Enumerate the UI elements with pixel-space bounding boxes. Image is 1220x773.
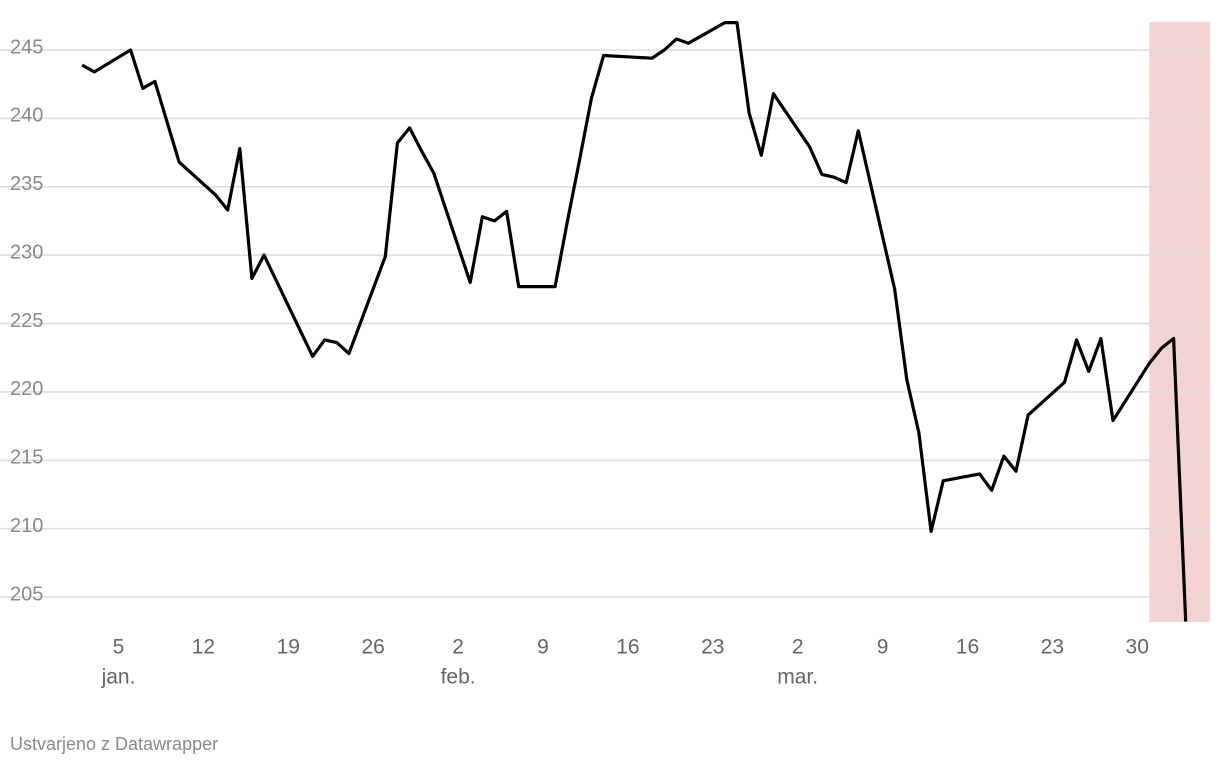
x-tick-label: 23 (701, 636, 724, 659)
x-tick-label: 5 (113, 636, 125, 659)
credit: Ustvarjeno z Datawrapper (10, 734, 218, 754)
x-tick-label: 9 (537, 636, 549, 659)
highlight-band (1149, 22, 1210, 622)
month-label: mar. (777, 666, 818, 689)
month-label: feb. (441, 666, 476, 689)
y-tick-label: 205 (10, 583, 43, 605)
x-tick-label: 16 (956, 636, 979, 659)
y-tick-label: 240 (10, 105, 43, 127)
y-tick-label: 225 (10, 310, 43, 332)
y-tick-label: 230 (10, 241, 43, 263)
line (81, 21, 1188, 622)
y-tick-label: 245 (10, 36, 43, 58)
x-tick-label: 12 (192, 636, 215, 659)
x-tick-label: 30 (1126, 636, 1149, 659)
x-tick-label: 26 (362, 636, 385, 659)
month-label: jan. (101, 666, 136, 689)
y-tick-label: 210 (10, 515, 43, 537)
x-tick-label: 9 (877, 636, 889, 659)
y-tick-label: 215 (10, 447, 43, 469)
x-tick-label: 2 (452, 636, 464, 659)
x-tick-label: 16 (616, 636, 639, 659)
x-tick-label: 19 (277, 636, 300, 659)
y-tick-label: 235 (10, 173, 43, 195)
x-tick-label: 2 (792, 636, 804, 659)
x-tick-label: 23 (1041, 636, 1064, 659)
y-tick-label: 220 (10, 378, 43, 400)
